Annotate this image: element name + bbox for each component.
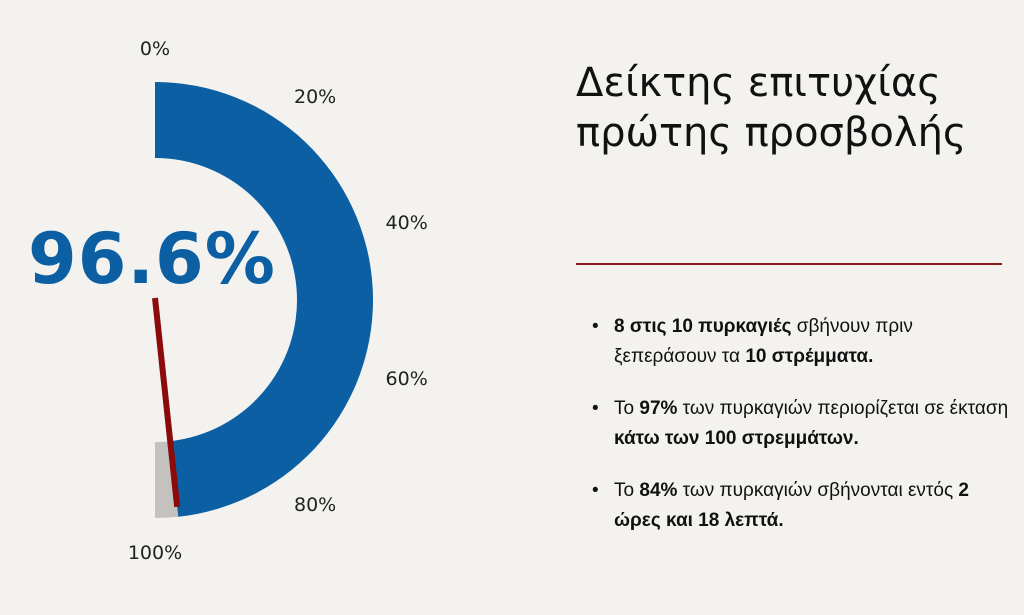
bullet-item: 8 στις 10 πυρκαγιές σβήνουν πριν ξεπεράσ… — [592, 312, 1012, 372]
bullet-item: Το 84% των πυρκαγιών σβήνονται εντός 2 ώ… — [592, 476, 1012, 536]
gauge-needle — [152, 297, 181, 508]
gauge-tick-label: 20% — [294, 86, 336, 108]
bullet-text: σβήνουν πριν ξεπεράσουν τα — [614, 316, 913, 367]
bullet-bold-text: 10 στρέμματα. — [745, 346, 874, 367]
bullet-bold-text: 2 ώρες και 18 λεπτά. — [614, 480, 969, 531]
bullet-bold-text: 97% — [639, 398, 678, 419]
bullet-text: Το — [614, 398, 640, 419]
bullet-item: Το 97% των πυρκαγιών περιορίζεται σε έκτ… — [592, 394, 1012, 454]
gauge-fill — [155, 82, 373, 517]
gauge-tick-label: 100% — [128, 542, 182, 564]
gauge-tick-label: 60% — [386, 368, 428, 390]
bullet-bold-text: 84% — [639, 480, 678, 501]
gauge-chart: 0% 20% 40% 60% 80% 100% — [128, 38, 428, 564]
page-title: Δείκτης επιτυχίας πρώτης προσβολής — [576, 58, 1006, 158]
title-line-2: πρώτης προσβολής — [576, 110, 967, 156]
gauge-tick-label: 40% — [386, 212, 428, 234]
bullet-bold-text: κάτω των 100 στρεμμάτων. — [614, 428, 859, 449]
gauge-tick-label: 80% — [294, 494, 336, 516]
bullet-text: των πυρκαγιών σβήνονται εντός — [677, 480, 959, 501]
gauge-track — [155, 441, 179, 518]
bullet-text: Το — [614, 480, 640, 501]
bullet-list: 8 στις 10 πυρκαγιές σβήνουν πριν ξεπεράσ… — [592, 312, 1012, 558]
title-divider — [576, 263, 1002, 265]
bullet-text: των πυρκαγιών περιορίζεται σε έκταση — [677, 398, 1009, 419]
gauge-value-label: 96.6% — [28, 218, 276, 300]
title-line-1: Δείκτης επιτυχίας — [576, 60, 941, 106]
gauge-tick-label: 0% — [140, 38, 170, 60]
bullet-bold-text: 8 στις 10 πυρκαγιές — [614, 316, 792, 337]
